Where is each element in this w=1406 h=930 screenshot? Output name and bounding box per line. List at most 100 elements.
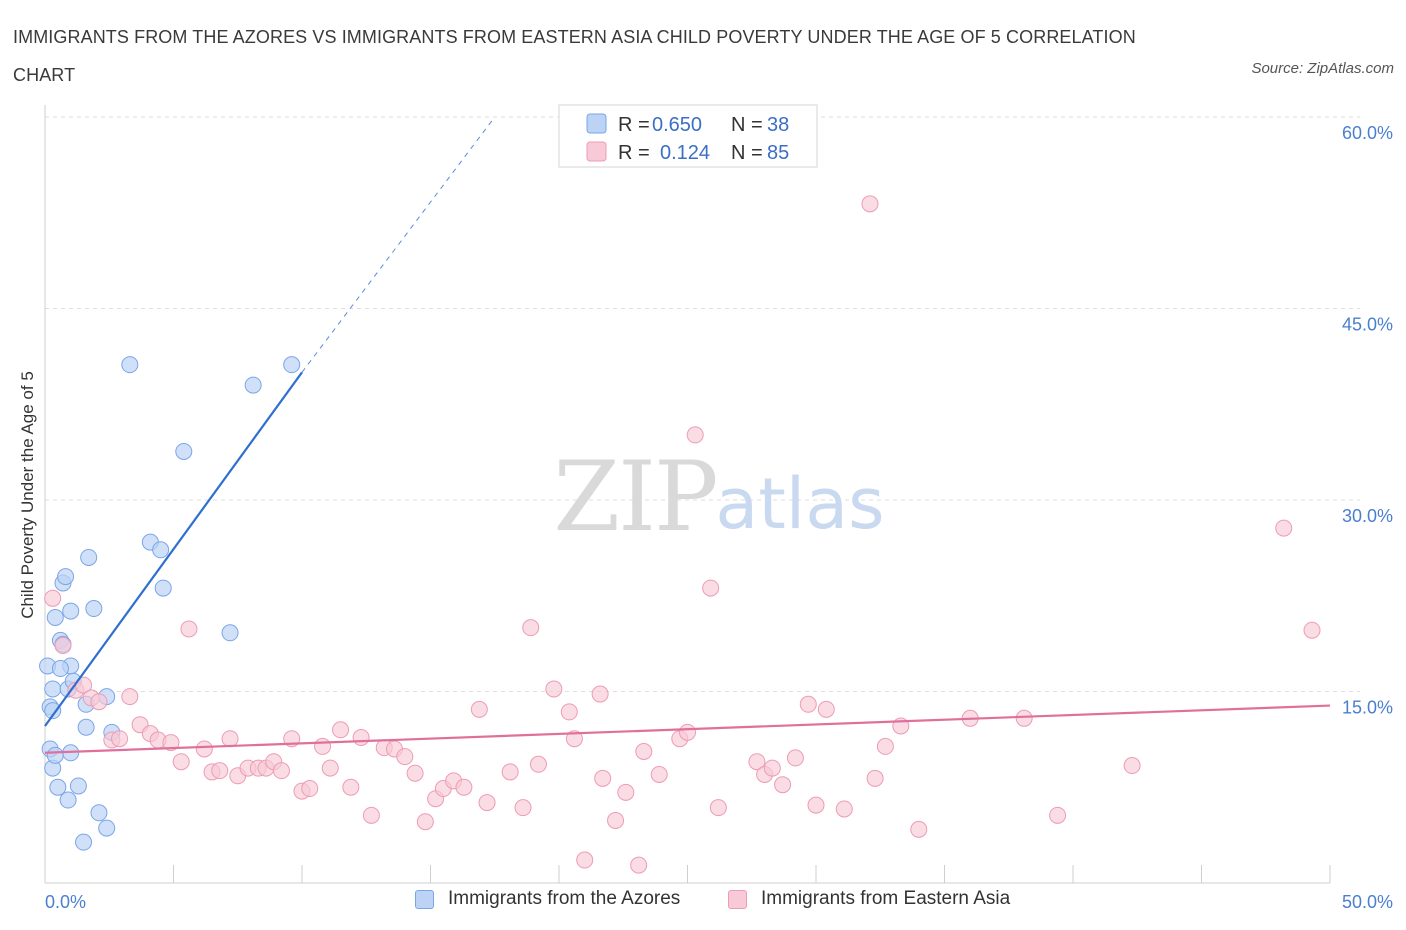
eastern-asia-point: [342, 778, 360, 796]
eastern-asia-point: [352, 728, 370, 746]
y-tick-label: 30.0%: [1342, 506, 1393, 526]
eastern-asia-point: [763, 759, 781, 777]
legend-label-azores: Immigrants from the Azores: [448, 888, 681, 909]
eastern-asia-point: [478, 794, 496, 812]
eastern-asia-point: [195, 740, 213, 758]
legend-n-label-azores: N =: [731, 114, 763, 136]
azores-point: [62, 602, 80, 620]
legend-swatch-eastern-asia: [586, 141, 607, 162]
eastern-asia-point: [594, 769, 612, 787]
eastern-asia-point: [470, 700, 488, 718]
eastern-asia-point: [876, 737, 894, 755]
eastern-asia-point: [617, 783, 635, 801]
eastern-asia-point: [835, 800, 853, 818]
azores-point: [175, 442, 193, 460]
eastern-asia-point: [396, 748, 414, 766]
azores-point: [44, 702, 62, 720]
eastern-asia-point: [576, 851, 594, 869]
eastern-asia-point: [786, 749, 804, 767]
azores-trend-line: [44, 371, 303, 727]
grid-lines: 15.0% 30.0% 45.0% 60.0%: [45, 116, 1393, 718]
eastern-asia-point: [1049, 806, 1067, 824]
eastern-asia-point: [1015, 709, 1033, 727]
azores-point: [59, 791, 77, 809]
eastern-asia-point: [172, 753, 190, 771]
eastern-asia-point: [1275, 519, 1293, 537]
eastern-asia-point: [709, 799, 727, 817]
y-tick-label: 45.0%: [1342, 315, 1393, 335]
azores-point: [90, 804, 108, 822]
eastern-asia-point: [314, 737, 332, 755]
azores-point: [57, 568, 75, 586]
legend-n-value-eastern-asia: 85: [767, 142, 789, 164]
eastern-asia-point: [817, 700, 835, 718]
eastern-asia-point: [774, 776, 792, 794]
azores-point: [69, 777, 87, 795]
eastern-asia-point: [416, 813, 434, 831]
eastern-asia-point: [799, 695, 817, 713]
eastern-asia-point: [1123, 757, 1141, 775]
series-eastern-asia-points: [44, 195, 1321, 874]
eastern-asia-point: [545, 680, 563, 698]
azores-point: [154, 579, 172, 597]
x-tick-label-min: 0.0%: [45, 892, 86, 912]
eastern-asia-point: [650, 765, 668, 783]
watermark: ZIP atlas: [553, 441, 884, 553]
eastern-asia-point: [211, 762, 229, 780]
legend-item-azores: Immigrants from the Azores: [415, 888, 680, 910]
azores-point: [85, 600, 103, 618]
eastern-asia-point: [679, 723, 696, 741]
azores-point: [80, 548, 98, 566]
azores-point: [75, 833, 93, 851]
azores-point: [49, 778, 67, 796]
eastern-asia-point: [748, 753, 766, 771]
x-tick-label-max: 50.0%: [1342, 892, 1393, 912]
legend-n-label-eastern-asia: N =: [731, 142, 763, 164]
eastern-asia-point: [686, 426, 704, 444]
chart-title: IMMIGRANTS FROM THE AZORES VS IMMIGRANTS…: [13, 27, 1136, 85]
watermark-atlas: atlas: [715, 463, 884, 545]
source-label: Source: ZipAtlas.com: [1251, 60, 1394, 77]
eastern-asia-point: [522, 619, 540, 637]
eastern-asia-point: [301, 780, 319, 798]
watermark-zip: ZIP: [553, 441, 716, 553]
eastern-asia-point: [861, 195, 879, 213]
eastern-asia-point: [591, 685, 609, 703]
eastern-asia-point: [362, 806, 380, 824]
eastern-asia-point: [406, 764, 424, 782]
eastern-asia-point: [455, 778, 473, 796]
eastern-asia-point: [321, 759, 339, 777]
eastern-asia-point: [332, 721, 350, 739]
eastern-asia-point: [607, 811, 625, 829]
legend-swatch-azores-bottom: [415, 889, 434, 909]
eastern-asia-point: [221, 730, 239, 748]
eastern-asia-point: [1303, 621, 1321, 639]
legend-r-value-azores: 0.650: [652, 114, 702, 136]
eastern-asia-point: [529, 755, 547, 773]
eastern-asia-point: [807, 796, 825, 814]
legend-swatch-azores: [586, 113, 607, 134]
azores-point: [46, 608, 64, 626]
azores-point: [44, 680, 62, 698]
eastern-asia-point: [501, 763, 519, 781]
azores-point: [283, 356, 301, 374]
azores-trend-extension: [301, 116, 496, 373]
eastern-asia-point: [866, 769, 884, 787]
eastern-asia-trend-line: [44, 704, 1331, 754]
azores-point: [121, 356, 139, 374]
azores-point: [51, 660, 69, 678]
y-tick-label: 15.0%: [1342, 698, 1393, 718]
y-tick-label: 60.0%: [1342, 123, 1393, 143]
legend-r-value-eastern-asia: 0.124: [660, 142, 710, 164]
azores-point: [77, 718, 95, 736]
eastern-asia-point: [180, 620, 198, 638]
eastern-asia-point: [630, 856, 648, 874]
eastern-asia-point: [111, 730, 129, 748]
eastern-asia-point: [44, 589, 62, 607]
legend-r-label-azores: R =: [618, 114, 650, 136]
azores-point: [98, 819, 116, 837]
eastern-asia-point: [121, 688, 139, 706]
legend-swatch-eastern-asia-bottom: [728, 889, 747, 909]
azores-point: [244, 376, 262, 394]
